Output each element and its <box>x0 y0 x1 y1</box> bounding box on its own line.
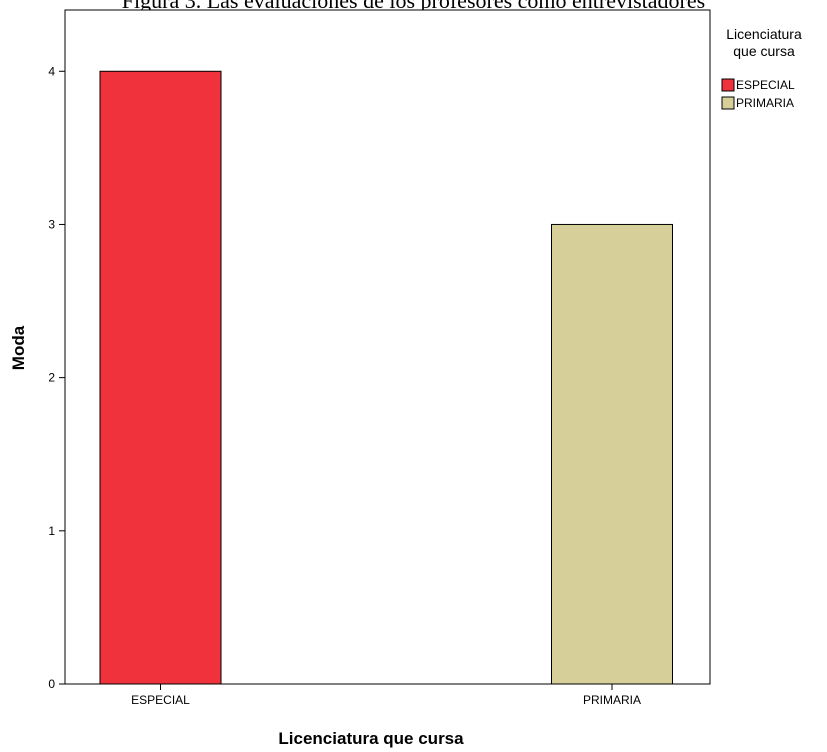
bars <box>99 70 673 685</box>
x-axis-title: Licenciatura que cursa <box>278 729 464 748</box>
x-tick-label: PRIMARIA <box>583 693 641 707</box>
legend-title-line-1: Licenciatura <box>726 26 802 42</box>
y-axis-ticks: 0 1 2 3 4 <box>48 64 65 691</box>
legend-swatch-especial <box>721 78 735 92</box>
y-tick-label: 4 <box>48 64 55 78</box>
legend: Licenciatura que cursa ESPECIAL PRIMARIA <box>721 26 802 110</box>
legend-swatch-primaria <box>721 96 735 110</box>
bar-especial <box>99 70 222 685</box>
legend-title-line-2: que cursa <box>733 43 795 59</box>
legend-label-primaria: PRIMARIA <box>736 96 794 110</box>
x-tick-label: ESPECIAL <box>131 693 190 707</box>
y-tick-label: 1 <box>48 524 55 538</box>
x-axis-ticks: ESPECIAL PRIMARIA <box>131 684 641 707</box>
y-tick-label: 3 <box>48 217 55 231</box>
bar-primaria <box>551 223 673 685</box>
legend-label-especial: ESPECIAL <box>736 78 795 92</box>
y-tick-label: 2 <box>48 371 55 385</box>
y-tick-label: 0 <box>48 677 55 691</box>
y-axis-title: Moda <box>9 325 28 370</box>
